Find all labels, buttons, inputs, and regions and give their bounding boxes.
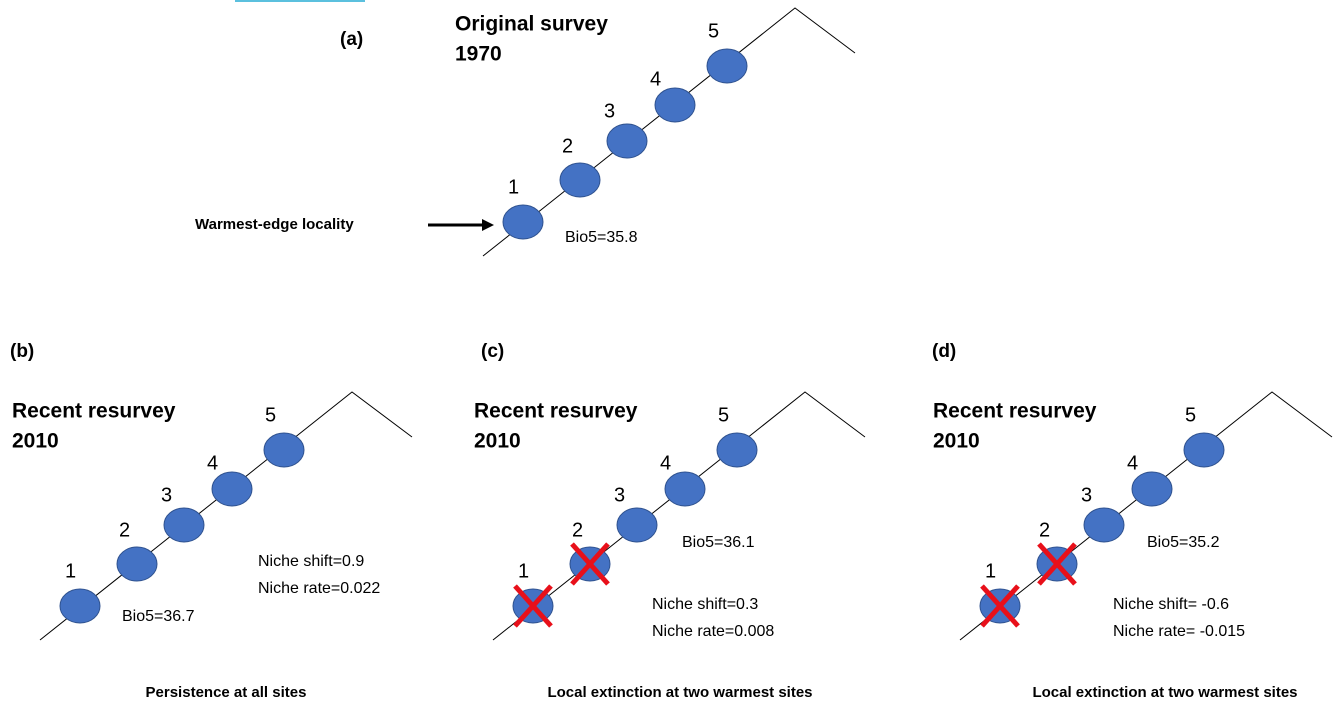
bio5-value: Bio5=35.2 (1147, 534, 1220, 551)
panel-label: (a) (340, 29, 363, 50)
extinct-mark (570, 542, 610, 586)
site-number: 5 (708, 20, 719, 42)
site-number: 2 (572, 519, 583, 541)
site (59, 588, 101, 624)
site (263, 432, 305, 468)
niche-text: Niche shift=0.3 (652, 596, 758, 613)
site-number: 2 (562, 135, 573, 157)
site-number: 3 (1081, 484, 1092, 506)
site-number: 4 (660, 452, 671, 474)
panel-label: (d) (932, 341, 956, 362)
panel-title: 2010 (474, 430, 521, 453)
site (664, 471, 706, 507)
niche-text: Niche rate=0.022 (258, 580, 380, 597)
site (116, 546, 158, 582)
niche-text: Niche shift= -0.6 (1113, 596, 1229, 613)
site (706, 48, 748, 84)
panel-title: 2010 (933, 430, 980, 453)
site (559, 162, 601, 198)
site-number: 5 (1185, 404, 1196, 426)
niche-text: Niche shift=0.9 (258, 553, 364, 570)
site (211, 471, 253, 507)
panel-label: (b) (10, 341, 34, 362)
site-number: 4 (1127, 452, 1138, 474)
site-number: 2 (119, 519, 130, 541)
site-number: 4 (650, 68, 661, 90)
site-number: 4 (207, 452, 218, 474)
site-number: 3 (604, 100, 615, 122)
site-number: 3 (614, 484, 625, 506)
extinct-mark (513, 584, 553, 628)
site-number: 1 (65, 560, 76, 582)
site (1083, 507, 1125, 543)
bio5-value: Bio5=36.1 (682, 534, 755, 551)
panel-caption: Local extinction at two warmest sites (547, 684, 812, 701)
top-strip (235, 0, 365, 2)
panel-title: 1970 (455, 43, 502, 66)
site (616, 507, 658, 543)
site (502, 204, 544, 240)
site-number: 1 (508, 176, 519, 198)
panel-title: Recent resurvey (933, 400, 1097, 423)
niche-text: Niche rate= -0.015 (1113, 623, 1245, 640)
site-number: 5 (265, 404, 276, 426)
site (1131, 471, 1173, 507)
panel-title: Original survey (455, 13, 608, 36)
site (163, 507, 205, 543)
panel-title: Recent resurvey (12, 400, 176, 423)
panel-title: 2010 (12, 430, 59, 453)
extinct-mark (980, 584, 1020, 628)
site (1183, 432, 1225, 468)
bio5-value: Bio5=36.7 (122, 608, 195, 625)
panel-label: (c) (481, 341, 504, 362)
panel-caption: Persistence at all sites (146, 684, 307, 701)
site (606, 123, 648, 159)
site-number: 3 (161, 484, 172, 506)
site-number: 1 (518, 560, 529, 582)
annotation: Warmest-edge locality (195, 216, 354, 233)
niche-text: Niche rate=0.008 (652, 623, 774, 640)
site-number: 5 (718, 404, 729, 426)
arrow-head (482, 219, 494, 231)
site (716, 432, 758, 468)
site-number: 1 (985, 560, 996, 582)
site (654, 87, 696, 123)
site-number: 2 (1039, 519, 1050, 541)
panel-title: Recent resurvey (474, 400, 638, 423)
panel-caption: Local extinction at two warmest sites (1032, 684, 1297, 701)
extinct-mark (1037, 542, 1077, 586)
bio5-value: Bio5=35.8 (565, 229, 638, 246)
